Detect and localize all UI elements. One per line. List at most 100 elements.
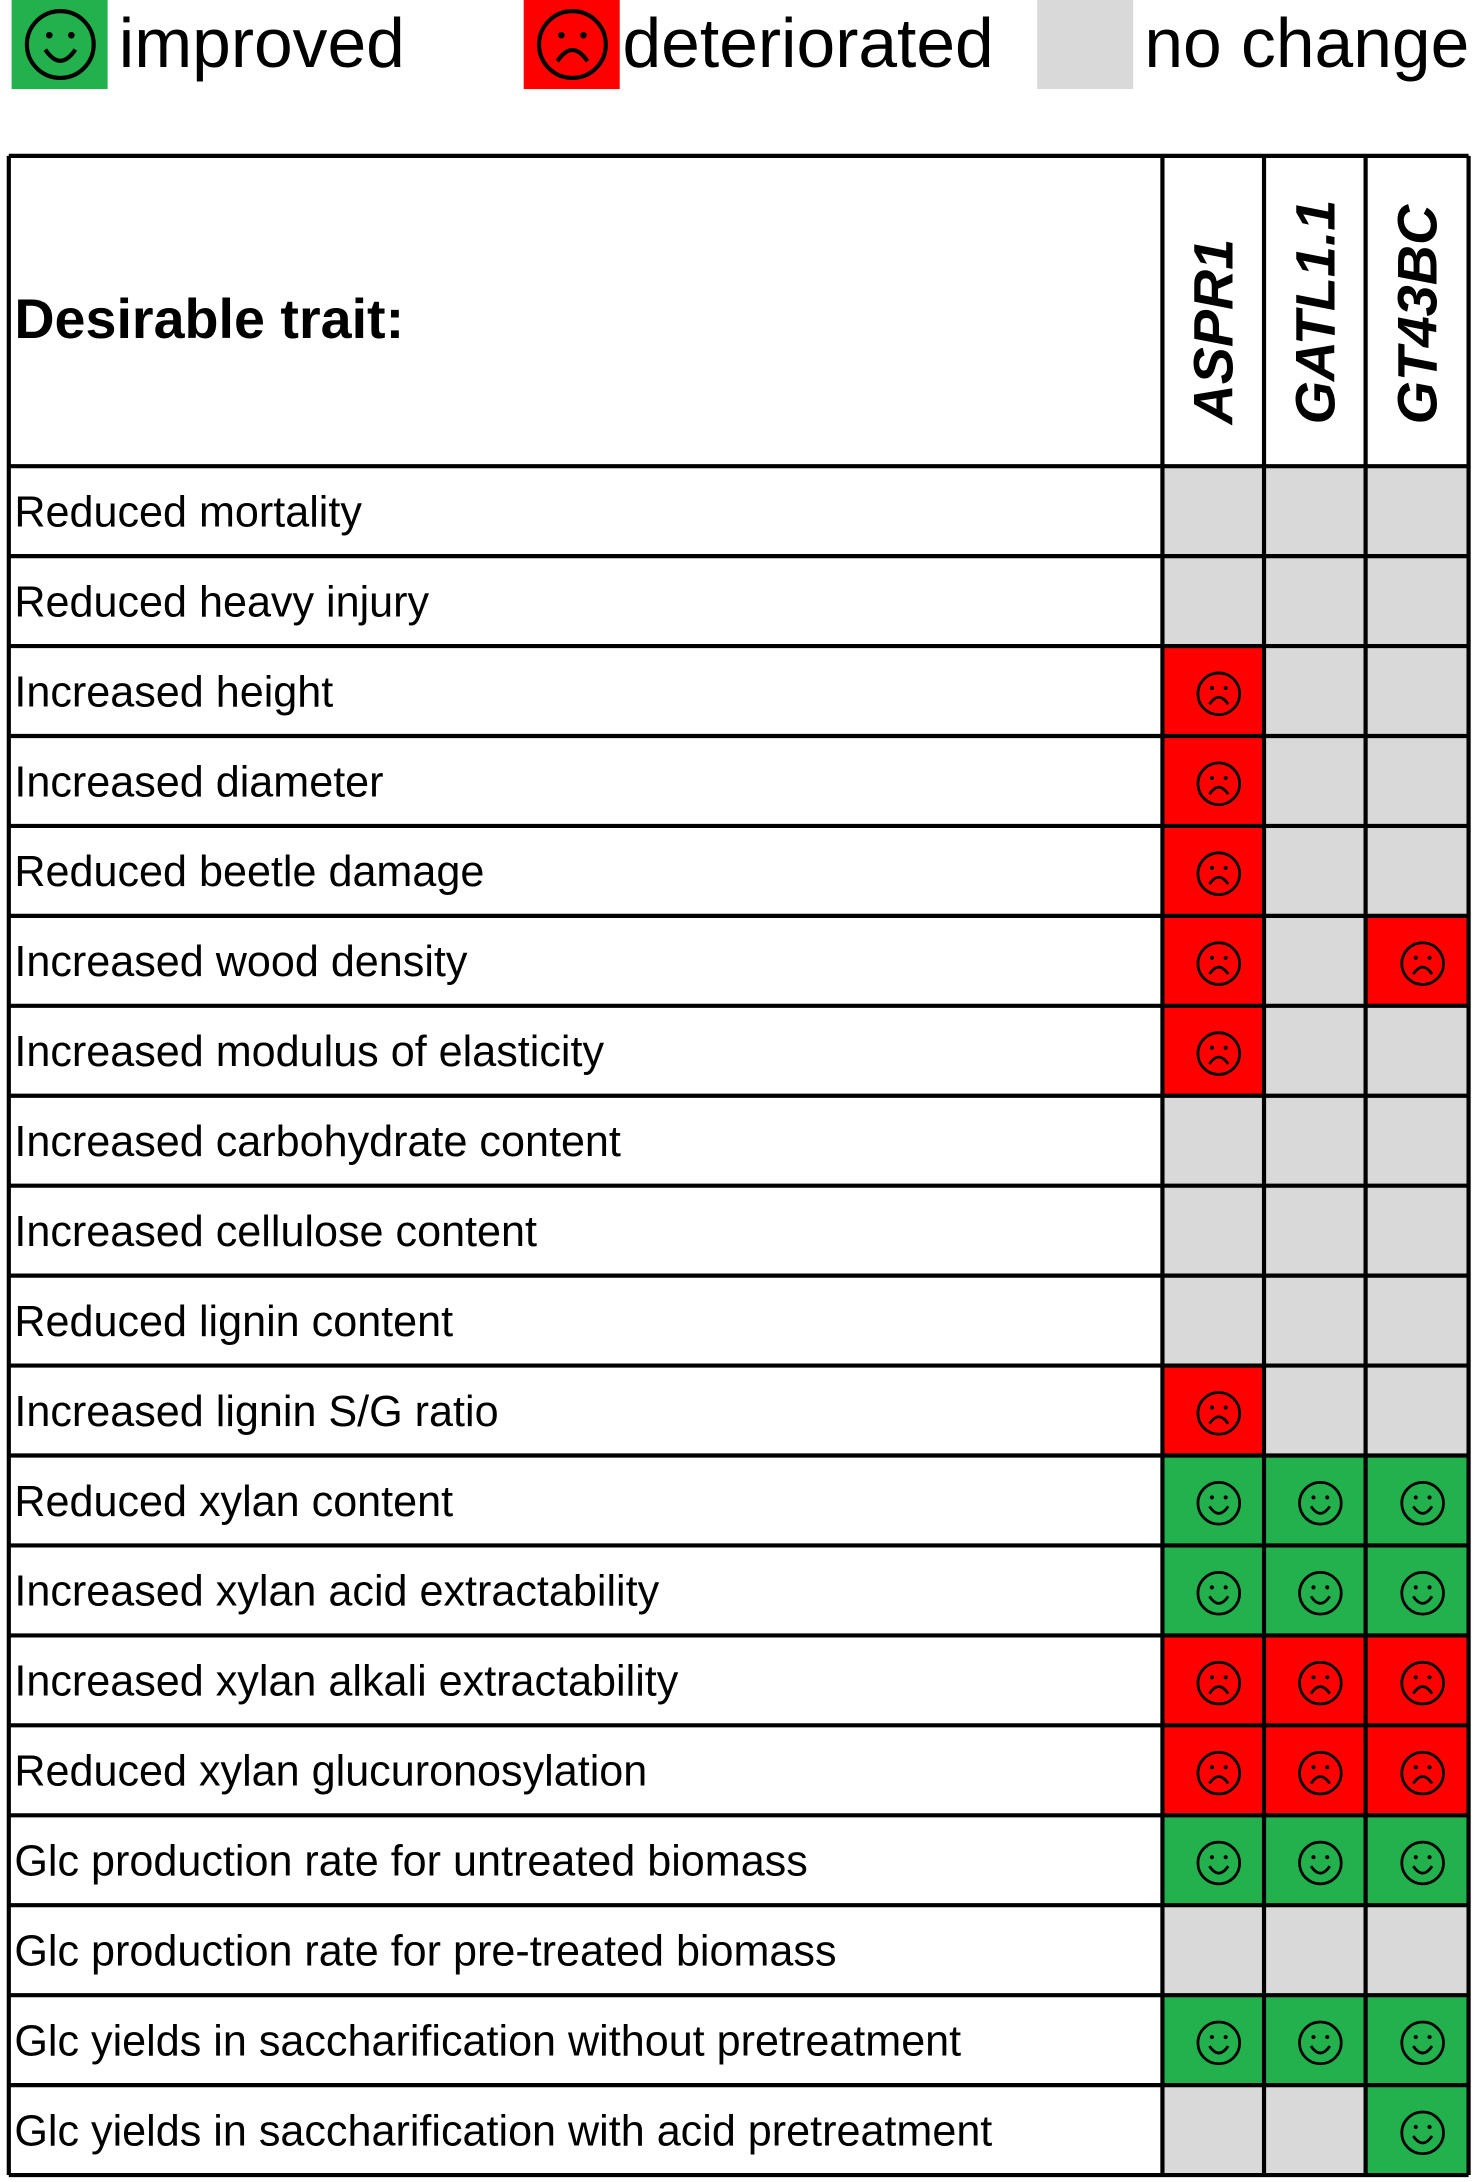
- mouth: [1412, 965, 1434, 975]
- trait-label: Glc production rate for pre-treated biom…: [14, 1927, 836, 1975]
- eye: [45, 31, 53, 39]
- eye: [1209, 955, 1214, 960]
- status-cell: [1162, 825, 1265, 916]
- trait-label: Increased lignin S/G ratio: [14, 1388, 498, 1436]
- trait-label: Reduced mortality: [14, 488, 362, 536]
- status-cell: [1365, 1365, 1469, 1456]
- eye: [1209, 1765, 1214, 1770]
- eye: [1223, 1675, 1228, 1680]
- mouth: [1412, 1595, 1434, 1605]
- status-cell: [1365, 1185, 1469, 1276]
- frown-icon: [1196, 1391, 1242, 1436]
- eye: [1209, 1855, 1214, 1860]
- status-cell: [1162, 2085, 1265, 2176]
- mouth: [1208, 1415, 1230, 1425]
- mouth: [1412, 1865, 1434, 1875]
- eye: [580, 31, 587, 39]
- status-cell: [1264, 1725, 1366, 1816]
- eye: [1223, 1855, 1228, 1860]
- frown-icon: [1196, 1750, 1242, 1796]
- status-cell: [1264, 1815, 1366, 1906]
- eye: [1325, 2034, 1330, 2040]
- mouth: [1208, 965, 1230, 975]
- status-cell: [1264, 1545, 1366, 1636]
- mouth: [1208, 875, 1230, 885]
- header-label: Desirable trait:: [14, 288, 404, 350]
- status-cell: [1365, 556, 1469, 647]
- mouth: [1412, 1505, 1434, 1515]
- eye: [1427, 1585, 1432, 1590]
- eye: [67, 31, 75, 39]
- mouth: [1309, 1865, 1331, 1875]
- status-cell: [1162, 1725, 1265, 1816]
- status-cell: [1162, 1905, 1265, 1996]
- face: [1196, 941, 1242, 986]
- trait-label: Increased modulus of elasticity: [14, 1028, 604, 1076]
- frown-icon: [536, 9, 608, 81]
- legend-swatch: [1037, 0, 1134, 90]
- eye: [1223, 1585, 1228, 1590]
- status-cell: [1365, 1995, 1469, 2086]
- frown-icon: [1196, 1660, 1242, 1706]
- mouth: [1208, 1505, 1230, 1515]
- status-cell: [1162, 736, 1265, 826]
- trait-label: Increased xylan alkali extractability: [14, 1658, 678, 1706]
- mouth: [1309, 1685, 1331, 1695]
- status-cell: [1264, 1995, 1366, 2086]
- face: [1298, 2020, 1343, 2066]
- face: [1298, 1481, 1343, 1526]
- eye: [1209, 685, 1214, 691]
- eye: [1427, 1675, 1432, 1680]
- frown-icon: [1196, 851, 1242, 896]
- status-cell: [1365, 1725, 1469, 1816]
- legend-label: no change: [1144, 4, 1469, 82]
- face: [1298, 1840, 1343, 1886]
- smiley-icon: [1298, 2020, 1343, 2066]
- status-cell: [1162, 556, 1265, 647]
- eye: [1413, 1675, 1418, 1680]
- smiley-icon: [1400, 2020, 1445, 2066]
- eye: [1223, 865, 1228, 870]
- eye: [1223, 1045, 1228, 1050]
- eye: [1427, 1855, 1432, 1860]
- status-cell: [1264, 556, 1366, 647]
- status-cell: [1162, 1545, 1265, 1636]
- smiley-icon: [1400, 1840, 1445, 1886]
- mouth: [1208, 1865, 1230, 1875]
- status-cell: [1264, 2085, 1366, 2176]
- mouth: [1309, 1505, 1331, 1515]
- mouth: [1309, 1775, 1331, 1785]
- eye: [1427, 2124, 1432, 2130]
- eye: [1223, 1495, 1228, 1500]
- eye: [1325, 1495, 1330, 1500]
- column-header: GT43BC: [1387, 204, 1449, 424]
- trait-label: Increased diameter: [14, 758, 383, 806]
- eye: [1223, 1765, 1228, 1770]
- face: [1196, 1840, 1242, 1886]
- eye: [1209, 1585, 1214, 1590]
- legend-label: improved: [119, 4, 405, 82]
- eye: [1413, 1765, 1418, 1770]
- eye: [1325, 1855, 1330, 1860]
- trait-label: Reduced beetle damage: [14, 848, 484, 896]
- smiley-icon: [1196, 1481, 1242, 1526]
- face: [1196, 1570, 1242, 1616]
- eye: [1413, 1495, 1418, 1500]
- status-cell: [1162, 915, 1265, 1006]
- eye: [1223, 685, 1228, 691]
- eye: [1427, 955, 1432, 960]
- status-cell: [1365, 1905, 1469, 1996]
- status-cell: [1264, 1095, 1366, 1186]
- face: [1400, 1840, 1445, 1886]
- face: [1196, 2020, 1242, 2066]
- trait-label: Increased cellulose content: [14, 1208, 537, 1256]
- status-cell: [1365, 1005, 1469, 1096]
- status-cell: [1365, 915, 1469, 1006]
- mouth: [1208, 785, 1230, 796]
- frown-icon: [1196, 671, 1242, 717]
- status-cell: [1162, 1185, 1265, 1276]
- face: [1298, 1570, 1343, 1616]
- face: [1196, 1481, 1242, 1526]
- smiley-icon: [1400, 2110, 1445, 2156]
- mouth: [1412, 1775, 1434, 1785]
